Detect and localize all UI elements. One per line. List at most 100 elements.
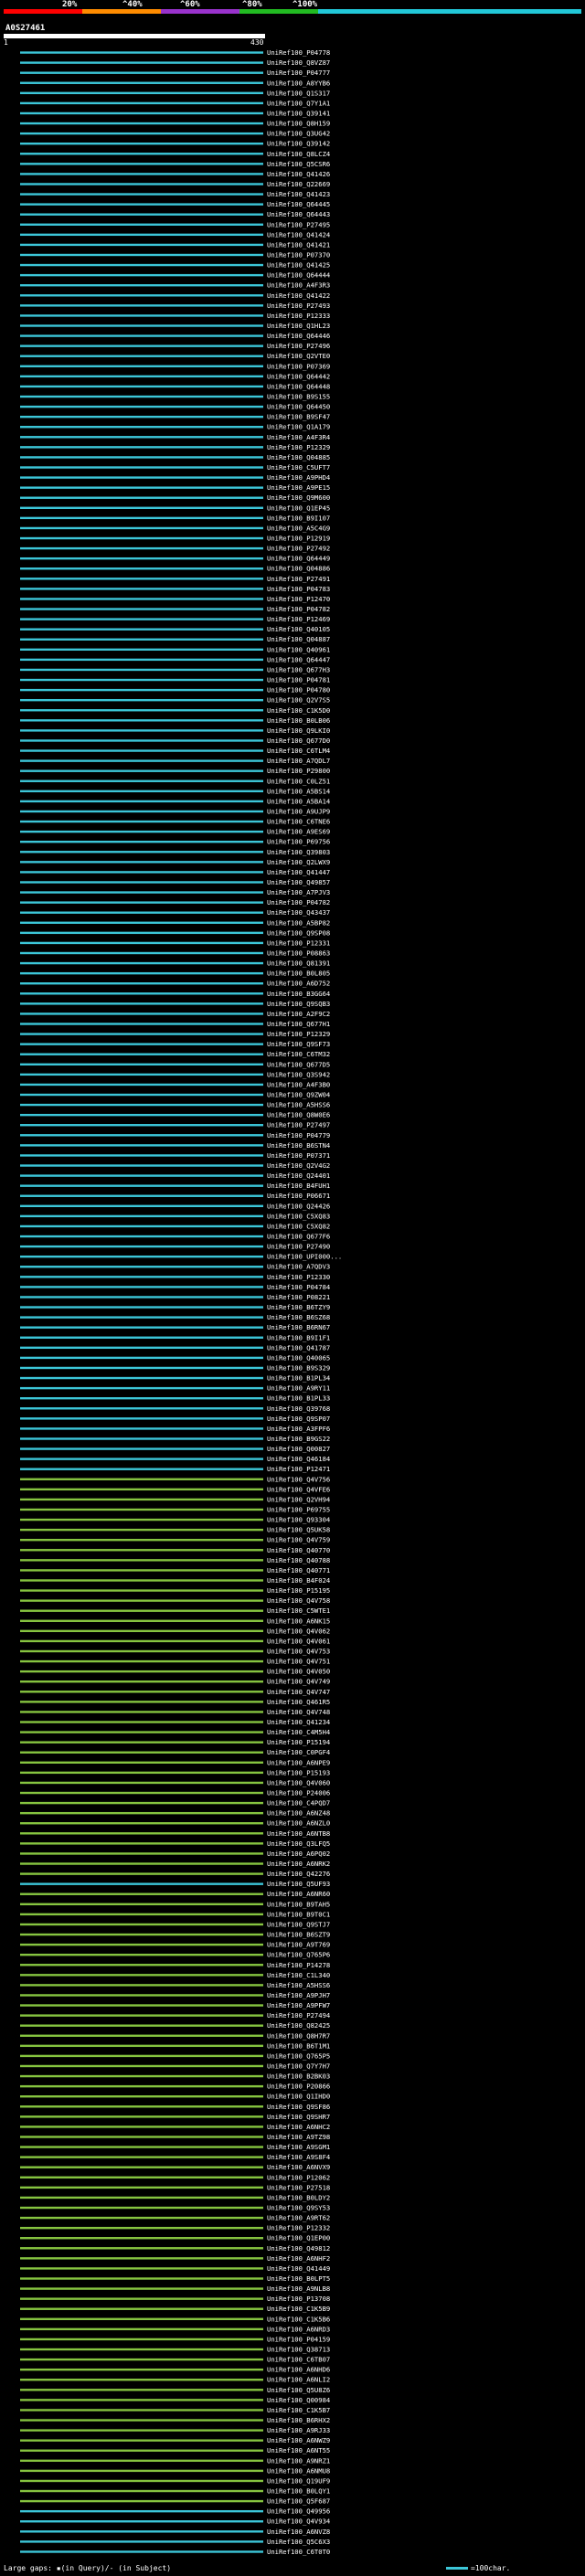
hit-label[interactable]: UniRef100_B3GG64 [267,990,330,998]
hit-label[interactable]: UniRef100_A9NRZ1 [267,2456,330,2465]
hit-label[interactable]: UniRef100_Q5F687 [267,2497,330,2506]
hit-label[interactable]: UniRef100_Q5UF93 [267,1880,330,1888]
hit-label[interactable]: UniRef100_Q4V062 [267,1627,330,1635]
hit-label[interactable]: UniRef100_P69755 [267,1505,330,1513]
hit-label[interactable]: UniRef100_Q5UK58 [267,1526,330,1534]
hit-label[interactable]: UniRef100_Q22669 [267,180,330,188]
hit-label[interactable]: UniRef100_A4F3B0 [267,1080,330,1088]
hit-label[interactable]: UniRef100_Q3LFQ5 [267,1839,330,1848]
hit-label[interactable]: UniRef100_P15194 [267,1738,330,1746]
hit-label[interactable]: UniRef100_Q9STJ7 [267,1920,330,1928]
hit-label[interactable]: UniRef100_Q677D5 [267,1060,330,1068]
hit-label[interactable]: UniRef100_C1L340 [267,1971,330,1979]
hit-label[interactable]: UniRef100_A5C4G9 [267,524,330,532]
hit-label[interactable]: UniRef100_C5UFT7 [267,463,330,472]
hit-label[interactable]: UniRef100_Q9LKI0 [267,726,330,735]
hit-label[interactable]: UniRef100_A2F9C2 [267,1010,330,1018]
hit-label[interactable]: UniRef100_A5BP82 [267,918,330,927]
hit-label[interactable]: UniRef100_Q41787 [267,1343,330,1352]
hit-label[interactable]: UniRef100_Q64443 [267,210,330,218]
hit-label[interactable]: UniRef100_Q39768 [267,1405,330,1413]
hit-label[interactable]: UniRef100_Q40065 [267,1353,330,1362]
hit-label[interactable]: UniRef100_A6NK15 [267,1617,330,1625]
hit-label[interactable]: UniRef100_Q677H1 [267,1020,330,1028]
hit-label[interactable]: UniRef100_P12062 [267,2173,330,2181]
hit-label[interactable]: UniRef100_A5HSS6 [267,1981,330,1989]
hit-label[interactable]: UniRef100_Q9M600 [267,493,330,502]
hit-label[interactable]: UniRef100_Q04887 [267,635,330,643]
hit-label[interactable]: UniRef100_Q42276 [267,1870,330,1878]
hit-label[interactable]: UniRef100_B0LQY1 [267,2487,330,2496]
hit-label[interactable]: UniRef100_A6NMU8 [267,2466,330,2475]
hit-label[interactable]: UniRef100_Q9SP08 [267,928,330,937]
hit-label[interactable]: UniRef100_P12331 [267,938,330,947]
hit-label[interactable]: UniRef100_B4FUH1 [267,1182,330,1190]
hit-label[interactable]: UniRef100_C1K5B7 [267,2406,330,2414]
hit-label[interactable]: UniRef100_A6NVX9 [267,2163,330,2171]
hit-label[interactable]: UniRef100_Q5CSR6 [267,160,330,168]
hit-label[interactable]: UniRef100_Q2V4G2 [267,1161,330,1170]
hit-label[interactable]: UniRef100_Q41422 [267,292,330,300]
hit-label[interactable]: UniRef100_B9TAH5 [267,1900,330,1908]
hit-label[interactable]: UniRef100_P04782 [267,605,330,613]
hit-label[interactable]: UniRef100_A9RJ33 [267,2426,330,2434]
hit-label[interactable]: UniRef100_B4F024 [267,1576,330,1585]
hit-label[interactable]: UniRef100_A6NRD3 [267,2325,330,2333]
hit-label[interactable]: UniRef100_Q7Y7H7 [267,2062,330,2070]
hit-label[interactable]: UniRef100_B6STN4 [267,1141,330,1150]
hit-label[interactable]: UniRef100_Q4V934 [267,2518,330,2526]
hit-label[interactable]: UniRef100_Q40961 [267,645,330,653]
hit-label[interactable]: UniRef100_Q2V7S5 [267,696,330,705]
hit-label[interactable]: UniRef100_B9SF47 [267,413,330,421]
hit-label[interactable]: UniRef100_A9ES69 [267,828,330,836]
hit-label[interactable]: UniRef100_Q4V050 [267,1668,330,1676]
hit-label[interactable]: UniRef100_P14278 [267,1961,330,1969]
hit-label[interactable]: UniRef100_Q5C6X3 [267,2538,330,2546]
hit-label[interactable]: UniRef100_Q39142 [267,140,330,148]
hit-label[interactable]: UniRef100_Q8W0E6 [267,1111,330,1119]
hit-label[interactable]: UniRef100_C1K5D0 [267,706,330,715]
hit-label[interactable]: UniRef100_P27491 [267,575,330,583]
hit-label[interactable]: UniRef100_B6TZY9 [267,1303,330,1311]
hit-label[interactable]: UniRef100_A6NHF2 [267,2254,330,2263]
hit-label[interactable]: UniRef100_Q4V749 [267,1678,330,1686]
hit-label[interactable]: UniRef100_Q2VH94 [267,1495,330,1503]
hit-label[interactable]: UniRef100_Q41423 [267,190,330,198]
hit-label[interactable]: UniRef100_P27497 [267,1121,330,1129]
hit-label[interactable]: UniRef100_Q41449 [267,2264,330,2273]
hit-label[interactable]: UniRef100_A9PFW7 [267,2001,330,2009]
hit-label[interactable]: UniRef100_B9S155 [267,393,330,401]
hit-label[interactable]: UniRef100_Q39141 [267,109,330,117]
hit-label[interactable]: UniRef100_Q49857 [267,878,330,886]
hit-label[interactable]: UniRef100_B1PL33 [267,1394,330,1403]
hit-label[interactable]: UniRef100_Q4V747 [267,1688,330,1696]
hit-label[interactable]: UniRef100_P04783 [267,585,330,593]
hit-label[interactable]: UniRef100_Q64449 [267,555,330,563]
hit-label[interactable]: UniRef100_A3FPF6 [267,1425,330,1433]
hit-label[interactable]: UniRef100_Q38713 [267,2346,330,2354]
hit-label[interactable]: UniRef100_P15193 [267,1768,330,1776]
hit-label[interactable]: UniRef100_Q7Y1A1 [267,99,330,107]
hit-label[interactable]: UniRef100_Q1IHD0 [267,2093,330,2101]
hit-label[interactable]: UniRef100_Q9ZW04 [267,1091,330,1099]
hit-label[interactable]: UniRef100_Q4V748 [267,1708,330,1716]
hit-label[interactable]: UniRef100_Q40771 [267,1566,330,1574]
hit-label[interactable]: UniRef100_Q8LCZ4 [267,150,330,158]
hit-label[interactable]: UniRef100_B9S329 [267,1363,330,1372]
hit-label[interactable]: UniRef100_C5XQ82 [267,1222,330,1230]
hit-label[interactable]: UniRef100_P12919 [267,535,330,543]
hit-label[interactable]: UniRef100_Q40788 [267,1556,330,1564]
hit-label[interactable]: UniRef100_Q2LWX9 [267,858,330,866]
hit-label[interactable]: UniRef100_P04784 [267,1283,330,1291]
hit-label[interactable]: UniRef100_A9SGM1 [267,2143,330,2151]
hit-label[interactable]: UniRef100_Q41424 [267,230,330,239]
hit-label[interactable]: UniRef100_P04782 [267,898,330,906]
hit-label[interactable]: UniRef100_A6NZ48 [267,1809,330,1818]
hit-label[interactable]: UniRef100_C1K5B6 [267,2315,330,2323]
hit-label[interactable]: UniRef100_P12329 [267,1030,330,1038]
hit-label[interactable]: UniRef100_Q49812 [267,2244,330,2253]
hit-label[interactable]: UniRef100_P04778 [267,48,330,57]
hit-label[interactable]: UniRef100_A6NHC2 [267,2123,330,2131]
hit-label[interactable]: UniRef100_Q64442 [267,372,330,380]
hit-label[interactable]: UniRef100_A5HSS6 [267,1101,330,1109]
